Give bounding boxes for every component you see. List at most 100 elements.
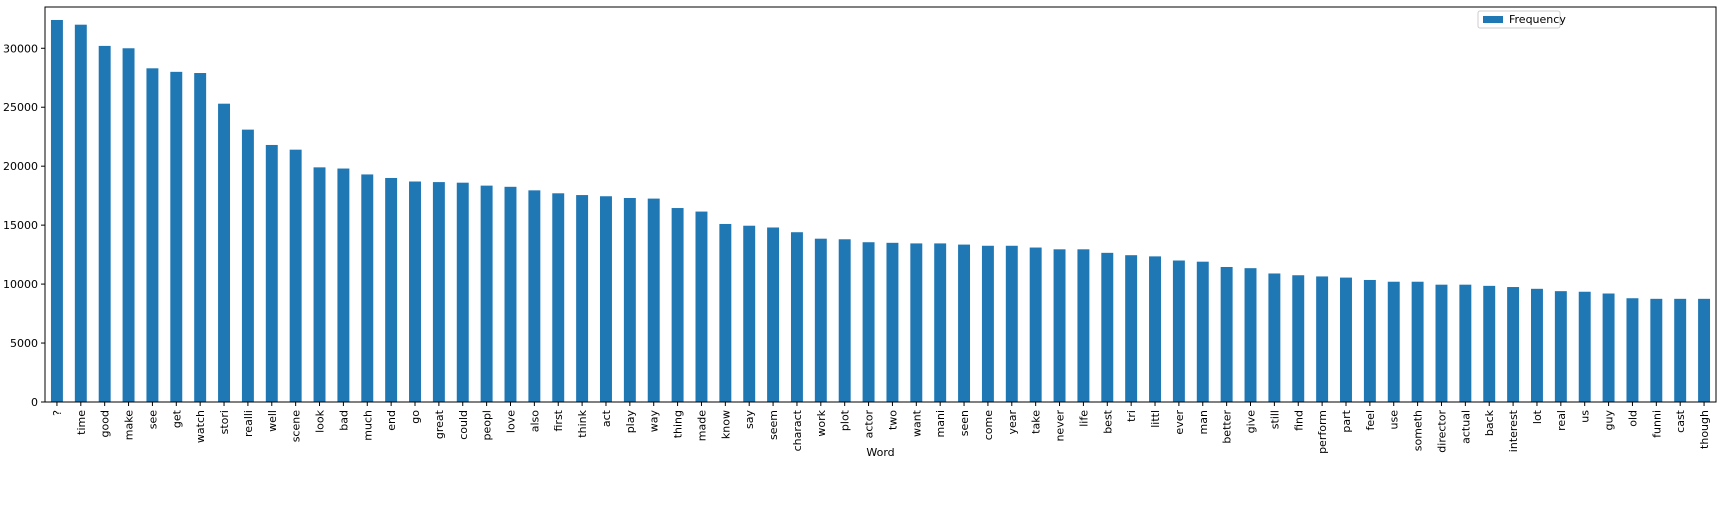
x-tick-label-67: funni	[1650, 410, 1663, 438]
bar-50	[1244, 268, 1257, 402]
bar-15	[409, 181, 421, 402]
x-tick-label-16: great	[433, 409, 446, 439]
bar-69	[1698, 298, 1711, 402]
x-tick-label-57: someth	[1412, 410, 1425, 451]
bar-43	[1077, 249, 1090, 402]
x-tick-label-8: realli	[242, 410, 255, 437]
x-tick-label-50: give	[1245, 410, 1258, 434]
x-tick-label-47: ever	[1173, 410, 1186, 435]
bar-24	[623, 198, 636, 402]
y-tick-label-3: 15000	[3, 219, 38, 232]
bar-52	[1292, 275, 1305, 402]
y-tick-label-4: 20000	[3, 160, 38, 173]
y-tick-label-6: 30000	[3, 42, 38, 55]
bar-49	[1220, 266, 1233, 402]
x-tick-label-39: come	[982, 410, 995, 440]
y-tick-label-2: 10000	[3, 278, 38, 291]
y-tick-label-5: 25000	[3, 101, 38, 114]
x-tick-label-36: want	[910, 409, 923, 437]
bar-34	[862, 242, 875, 402]
bar-61	[1507, 287, 1520, 402]
bar-10	[289, 149, 302, 402]
bar-19	[504, 186, 517, 402]
bar-66	[1626, 298, 1639, 402]
x-tick-label-58: director	[1435, 410, 1448, 453]
x-tick-label-51: still	[1268, 410, 1281, 429]
x-tick-label-13: much	[361, 410, 374, 441]
x-tick-label-9: well	[266, 410, 279, 432]
bar-60	[1483, 285, 1496, 402]
x-tick-label-56: use	[1388, 410, 1401, 430]
bar-27	[695, 211, 708, 402]
bar-62	[1531, 288, 1543, 402]
bar-31	[790, 232, 803, 402]
bar-46	[1149, 256, 1161, 402]
x-tick-label-41: take	[1030, 410, 1043, 434]
x-tick-label-0: ?	[51, 410, 64, 416]
x-tick-label-11: look	[314, 409, 327, 433]
bar-39	[981, 245, 994, 402]
bar-3	[122, 48, 135, 403]
x-tick-label-42: never	[1054, 410, 1067, 442]
x-tick-label-69: though	[1698, 410, 1711, 449]
bar-22	[576, 195, 589, 402]
bar-30	[767, 227, 780, 402]
y-axis: 0 5000 10000 15000 20000 25000 30000	[3, 42, 45, 409]
x-tick-label-61: interest	[1507, 409, 1520, 452]
x-tick-label-68: cast	[1674, 409, 1687, 433]
y-tick-label-0: 0	[31, 396, 38, 409]
bar-56	[1387, 281, 1400, 402]
x-tick-label-14: end	[385, 410, 398, 431]
legend-label: Frequency	[1509, 13, 1566, 26]
x-tick-label-62: lot	[1531, 409, 1544, 424]
bar-38	[958, 244, 971, 402]
x-tick-label-63: real	[1555, 410, 1568, 431]
bar-7	[218, 103, 231, 402]
x-tick-label-60: back	[1483, 409, 1496, 436]
legend: Frequency	[1477, 10, 1566, 29]
x-axis-title: Word	[866, 446, 894, 459]
x-tick-label-29: say	[743, 410, 756, 429]
bar-55	[1363, 279, 1376, 402]
x-tick-label-64: us	[1579, 410, 1592, 423]
bar-16	[432, 182, 445, 402]
bar-2	[98, 45, 111, 402]
x-tick-label-25: way	[648, 410, 661, 433]
x-tick-label-1: time	[75, 410, 88, 435]
x-tick-label-21: first	[552, 409, 565, 431]
bar-26	[671, 208, 684, 402]
x-tick-label-20: also	[528, 410, 541, 433]
bar-63	[1554, 291, 1567, 402]
bar-58	[1435, 284, 1448, 402]
bar-29	[743, 225, 756, 402]
bar-68	[1674, 298, 1687, 402]
bar-8	[241, 129, 254, 402]
bar-0	[50, 19, 63, 402]
x-tick-label-2: good	[99, 410, 112, 437]
bar-18	[480, 185, 493, 402]
x-axis: ? time good make see get watch stori realli well s…	[51, 402, 1711, 454]
bar-1	[74, 24, 87, 402]
bar-17	[456, 182, 469, 402]
x-tick-label-34: actor	[863, 410, 876, 439]
x-tick-label-27: made	[695, 410, 708, 441]
legend-swatch	[1483, 16, 1503, 23]
bar-45	[1125, 255, 1138, 402]
bar-37	[934, 243, 947, 402]
bar-65	[1602, 293, 1615, 402]
x-tick-label-49: better	[1221, 410, 1234, 444]
x-tick-label-15: go	[409, 410, 422, 424]
y-tick-label-1: 5000	[10, 337, 38, 350]
legend-box	[1477, 10, 1561, 29]
bar-20	[528, 190, 541, 402]
x-tick-label-23: act	[600, 409, 613, 427]
bar-40	[1005, 245, 1018, 402]
bar-67	[1650, 298, 1663, 402]
bar-11	[313, 167, 326, 402]
bar-14	[385, 177, 398, 402]
bar-41	[1029, 247, 1042, 402]
x-tick-label-53: perform	[1316, 410, 1329, 454]
bar-51	[1268, 273, 1281, 402]
x-tick-label-45: tri	[1125, 410, 1138, 422]
x-tick-label-18: peopl	[481, 410, 494, 441]
